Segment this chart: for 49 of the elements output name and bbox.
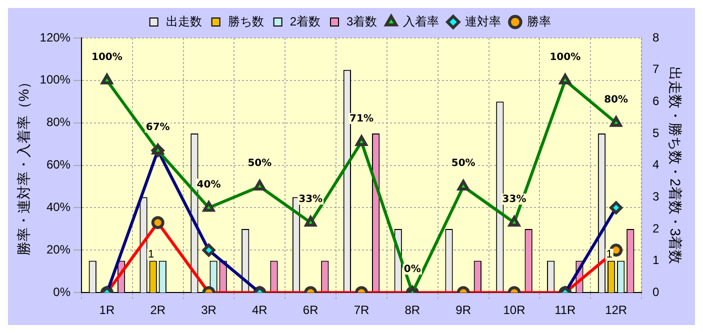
data-label: 33% <box>298 194 323 206</box>
y2-tick-label: 6 <box>652 94 660 108</box>
x-tick-label: 12R <box>605 303 628 318</box>
y-tick-label: 80% <box>46 115 71 130</box>
x-tick-label: 11R <box>554 303 576 318</box>
x-tick-label: 10R <box>503 303 526 318</box>
y2-tick-label: 4 <box>652 158 660 172</box>
x-tick-label: 1R <box>99 303 115 318</box>
legend-label: 入着率 <box>403 14 440 28</box>
y-tick-label: 20% <box>46 242 71 256</box>
data-label: 71% <box>350 114 374 125</box>
y2-axis-title: 出走数・勝ち数・2着数・3着数 <box>668 66 684 264</box>
y-tick-label: 100% <box>40 72 71 87</box>
y2-tick-label: 3 <box>652 189 660 204</box>
x-tick-label: 2R <box>150 303 166 318</box>
data-label: 1 <box>148 248 154 260</box>
data-label: 50% <box>248 158 272 170</box>
x-tick-label: 8R <box>404 303 420 318</box>
y-tick-label: 40% <box>46 200 71 214</box>
data-label: 0% <box>404 264 421 276</box>
y2-tick-label: 1 <box>652 253 660 268</box>
data-label: 100% <box>91 52 122 64</box>
y2-tick-label: 5 <box>652 126 660 140</box>
legend-label: 勝率 <box>527 14 552 28</box>
data-label: 100% <box>550 52 581 64</box>
data-label: 50% <box>451 158 476 170</box>
legend-label: 連対率 <box>465 14 502 28</box>
y-axis-title: 勝率・連対率・入着率（%） <box>15 75 32 256</box>
y2-tick-label: 0 <box>652 284 660 299</box>
y2-tick-label: 8 <box>652 30 660 44</box>
x-tick-label: 9R <box>456 303 472 318</box>
data-label: 33% <box>502 194 526 206</box>
y2-tick-label: 2 <box>652 221 660 236</box>
x-tick-label: 3R <box>201 303 217 318</box>
x-tick-label: 6R <box>302 303 319 318</box>
legend-label: 勝ち数 <box>228 14 264 28</box>
y-tick-label: 120% <box>40 30 71 44</box>
x-tick-label: 7R <box>354 303 370 318</box>
y-tick-label: 60% <box>46 158 71 172</box>
data-label: 40% <box>196 179 221 190</box>
data-label: 80% <box>604 94 628 106</box>
legend-label: 2着数 <box>290 14 321 28</box>
data-label: 1 <box>606 248 612 260</box>
y2-tick-label: 7 <box>652 62 660 76</box>
y-tick-label: 0% <box>53 284 71 299</box>
legend-label: 3着数 <box>346 14 378 28</box>
x-tick-label: 4R <box>252 303 268 318</box>
legend-label: 出走数 <box>166 14 202 28</box>
data-label: 67% <box>146 122 170 134</box>
